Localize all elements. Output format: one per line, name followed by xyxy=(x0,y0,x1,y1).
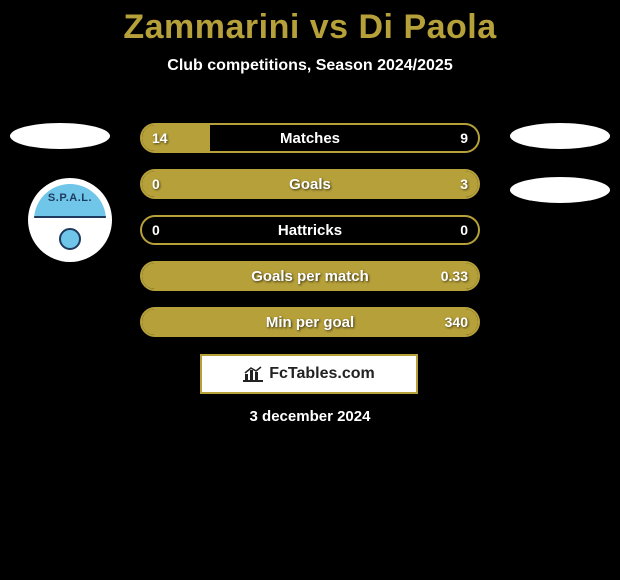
bar-value-right: 0 xyxy=(460,215,468,245)
credit-box: FcTables.com xyxy=(200,354,418,394)
club-logo: S.P.A.L. xyxy=(28,178,112,262)
bar-outline xyxy=(140,215,480,245)
credit-text: FcTables.com xyxy=(269,365,375,383)
bar-value-right: 0.33 xyxy=(441,261,468,291)
bar-fill xyxy=(142,263,478,289)
bar-value-right: 9 xyxy=(460,123,468,153)
player-left-placeholder xyxy=(10,123,110,149)
date-text: 3 december 2024 xyxy=(0,408,620,425)
club-logo-ball-icon xyxy=(59,228,81,250)
comparison-bar: 00Hattricks xyxy=(140,215,480,245)
bar-fill xyxy=(142,171,478,197)
comparison-bars: 149Matches03Goals00Hattricks0.33Goals pe… xyxy=(140,123,480,353)
club-logo-text: S.P.A.L. xyxy=(34,192,106,204)
page-title: Zammarini vs Di Paola xyxy=(0,0,620,47)
comparison-bar: 340Min per goal xyxy=(140,307,480,337)
comparison-bar: 149Matches xyxy=(140,123,480,153)
club-logo-inner: S.P.A.L. xyxy=(34,184,106,256)
bar-value-left: 0 xyxy=(152,169,160,199)
comparison-bar: 0.33Goals per match xyxy=(140,261,480,291)
chart-icon xyxy=(243,366,263,382)
player-right-placeholder-1 xyxy=(510,123,610,149)
page-subtitle: Club competitions, Season 2024/2025 xyxy=(0,57,620,75)
bar-value-right: 3 xyxy=(460,169,468,199)
comparison-infographic: Zammarini vs Di Paola Club competitions,… xyxy=(0,0,620,580)
bar-value-left: 0 xyxy=(152,215,160,245)
bar-fill xyxy=(142,309,478,335)
player-right-placeholder-2 xyxy=(510,177,610,203)
bar-value-right: 340 xyxy=(445,307,468,337)
bar-value-left: 14 xyxy=(152,123,168,153)
comparison-bar: 03Goals xyxy=(140,169,480,199)
